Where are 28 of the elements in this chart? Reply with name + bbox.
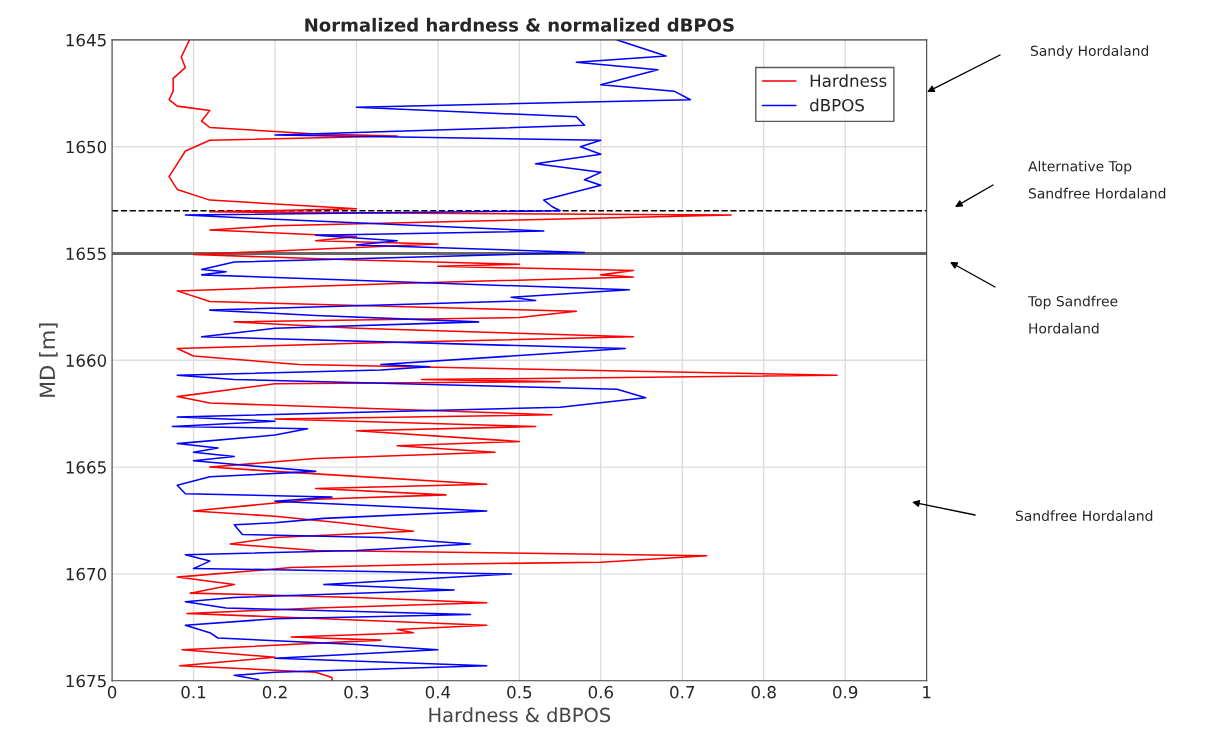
x-tick-label: 0.6 [588,685,614,699]
text: Sandfree Hordaland [1015,510,1153,522]
x-tick-label: 0.7 [670,685,695,699]
y-tick-label: 1660 [66,354,107,367]
x-tick-label: 0.5 [507,685,532,699]
text: Top Sandfree Hordaland [1027,295,1118,334]
y-tick-label: 1650 [66,140,107,154]
x-tick-label: 0.3 [344,685,369,699]
chart-title: Normalized hardness & normalized dBPOS [305,17,734,32]
x-tick-label: 0.4 [425,685,451,699]
text: Sandy Hordaland [1030,45,1149,59]
x-tick-label: 0.8 [751,685,776,699]
text: Alternative Top Sandfree Hordaland [1028,160,1166,199]
x-tick-label: 0.9 [833,685,858,699]
y-tick-label: 1655 [66,247,106,261]
x-axis-title: Hardness & dBPOS [429,707,611,723]
x-tick-label: 0.1 [181,685,206,699]
x-tick-label: 0.2 [262,685,287,699]
y-tick-label: 1665 [66,461,106,474]
line-series [171,39,692,681]
legend-label: Hardness [810,74,887,88]
y-tick-label: 1675 [66,674,106,688]
y-axis-title: MD [m] [39,323,58,397]
x-tick-label: 0 [107,685,117,699]
legend-label: dBPOS [810,98,864,112]
y-tick-label: 1645 [66,33,106,47]
x-tick-label: 1 [923,686,931,699]
y-tick-label: 1670 [66,567,107,581]
